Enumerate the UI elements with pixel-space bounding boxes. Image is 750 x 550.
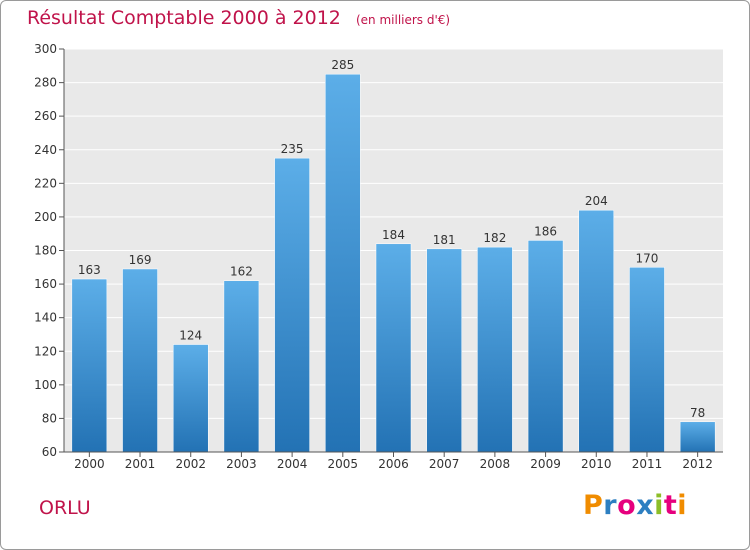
x-tick-label: 2005	[328, 457, 359, 471]
bar	[122, 268, 158, 453]
value-label: 170	[636, 251, 659, 265]
y-tick-label: 300	[34, 42, 57, 56]
x-tick-label: 2001	[125, 457, 156, 471]
y-tick-label: 160	[34, 277, 57, 291]
proxiti-logo: Proxiti	[583, 490, 687, 521]
x-tick-label: 2008	[480, 457, 511, 471]
bar	[527, 240, 564, 453]
value-label: 186	[534, 224, 557, 238]
x-tick-label: 2010	[581, 457, 612, 471]
y-tick-label: 260	[34, 109, 57, 123]
x-tick-label: 2006	[378, 457, 409, 471]
value-label: 163	[78, 263, 101, 277]
y-tick-label: 200	[34, 210, 57, 224]
value-label: 235	[281, 142, 304, 156]
bar	[71, 278, 108, 453]
logo-letter: i	[654, 490, 664, 521]
bar	[426, 248, 462, 453]
x-tick-label: 2009	[530, 457, 561, 471]
x-tick-label: 2004	[277, 457, 308, 471]
bar	[375, 243, 412, 453]
bar	[223, 280, 260, 453]
y-tick-label: 100	[34, 378, 57, 392]
logo-letter: o	[617, 490, 637, 521]
bar	[477, 246, 513, 453]
town-name: ORLU	[39, 497, 91, 519]
value-label: 182	[483, 231, 506, 245]
x-tick-label: 2003	[226, 457, 257, 471]
title-row: Résultat Comptable 2000 à 2012 (en milli…	[27, 7, 450, 29]
logo-letter: t	[663, 490, 678, 521]
y-tick-label: 180	[34, 244, 57, 258]
y-tick-label: 240	[34, 143, 57, 157]
y-tick-label: 220	[34, 176, 57, 190]
bar	[679, 421, 716, 453]
bar	[172, 344, 209, 453]
value-label: 162	[230, 265, 253, 279]
logo-letter: x	[636, 490, 655, 521]
value-label: 169	[129, 253, 152, 267]
bar	[578, 209, 615, 453]
bar	[325, 73, 361, 453]
y-tick-label: 60	[42, 445, 57, 459]
value-label: 181	[433, 233, 456, 247]
logo-letter: i	[677, 490, 688, 521]
y-tick-label: 80	[42, 411, 57, 425]
logo-letter: r	[603, 490, 618, 521]
chart-units: (en milliers d'€)	[355, 13, 451, 27]
value-label: 184	[382, 228, 405, 242]
y-tick-label: 120	[34, 344, 57, 358]
x-tick-label: 2000	[74, 457, 105, 471]
logo-letter: P	[583, 490, 604, 521]
value-label: 204	[585, 194, 608, 208]
y-tick-label: 140	[34, 311, 57, 325]
value-label: 285	[331, 58, 354, 72]
value-label: 78	[690, 406, 705, 420]
bar	[629, 267, 665, 453]
x-tick-label: 2011	[632, 457, 663, 471]
bar	[274, 157, 310, 453]
y-tick-label: 280	[34, 76, 57, 90]
x-tick-label: 2002	[175, 457, 206, 471]
value-label: 124	[179, 329, 202, 343]
x-tick-label: 2007	[429, 457, 460, 471]
chart-title: Résultat Comptable 2000 à 2012	[27, 7, 341, 29]
x-tick-label: 2012	[682, 457, 713, 471]
